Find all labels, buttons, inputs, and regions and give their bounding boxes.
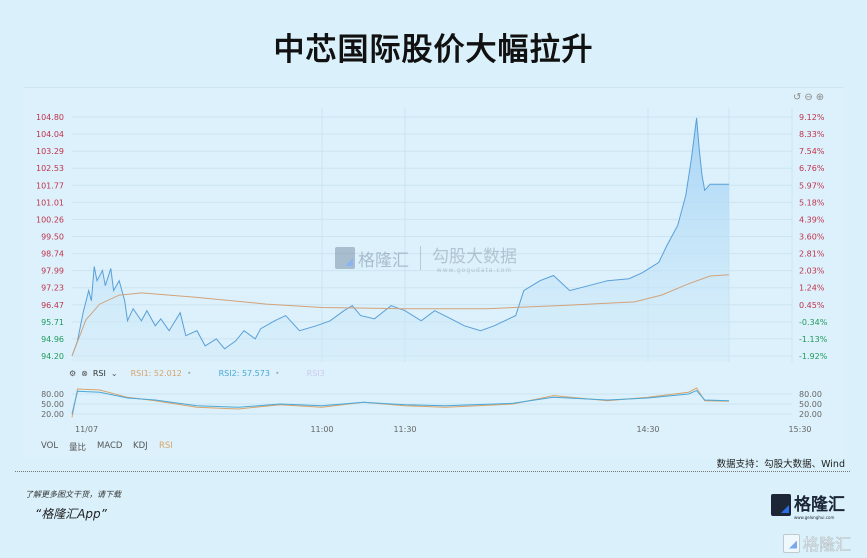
rsi-right-tick: 80.00 — [799, 390, 822, 399]
right-tick-label: 8.33% — [799, 130, 825, 139]
rsi-right-tick: 20.00 — [799, 410, 822, 419]
right-tick-label: 1.24% — [799, 284, 825, 293]
right-tick-label: 9.12% — [799, 113, 825, 122]
rsi1-dot-icon: • — [186, 369, 192, 378]
rsi1-label: RSI1: 52.012 — [130, 369, 182, 378]
right-tick-label: 0.45% — [799, 301, 825, 310]
zoom-out-icon[interactable]: ⊖ — [804, 92, 813, 103]
right-tick-label: -1.13% — [799, 335, 828, 344]
right-tick-label: 5.18% — [799, 198, 825, 207]
rsi2-line — [71, 389, 730, 415]
rsi-left-tick: 50.00 — [41, 400, 64, 409]
left-tick-label: 104.80 — [36, 113, 64, 122]
rsi-right-tick: 50.00 — [799, 400, 822, 409]
divider — [15, 471, 850, 472]
watermark-partner: 勾股大数据 — [432, 247, 517, 267]
page-title: 中芯国际股价大幅拉升 — [273, 32, 594, 68]
intraday-chart[interactable]: 104.80 9.12% 104.04 8.33% 103.29 7.54% 102.53 6… — [0, 0, 867, 470]
tab-kdj[interactable]: KDJ — [133, 441, 148, 451]
undo-icon[interactable]: ↺ — [793, 92, 802, 103]
rsi3-label: RSI3 — [306, 369, 325, 378]
watermark-partner-url: www.gogudata.com — [436, 267, 513, 274]
right-tick-label: -0.34% — [799, 318, 828, 327]
gelonghui-logo: 格隆汇 www.gelonghui.com — [771, 490, 845, 520]
corner-watermark: 格隆汇 — [782, 531, 852, 555]
left-tick-label: 97.23 — [41, 284, 64, 293]
right-tick-label: 2.81% — [799, 250, 825, 259]
gelonghui-logo-icon — [782, 533, 800, 553]
left-tick-label: 101.01 — [36, 198, 64, 207]
left-tick-label: 97.99 — [41, 267, 64, 276]
right-tick-label: 6.76% — [799, 164, 825, 173]
left-tick-label: 94.20 — [41, 352, 64, 361]
right-tick-label: -1.92% — [799, 352, 828, 361]
left-tick-label: 104.04 — [36, 130, 64, 139]
logo-url: www.gelonghui.com — [794, 515, 835, 520]
left-tick-label: 94.96 — [41, 335, 64, 344]
price-line — [71, 117, 729, 357]
left-tick-label: 96.47 — [41, 301, 64, 310]
right-tick-label: 5.97% — [799, 181, 825, 190]
x-tick-label: 11:00 — [310, 425, 333, 434]
x-tick-label: 11:30 — [393, 425, 416, 434]
close-icon[interactable]: ⊗ — [81, 369, 88, 378]
gelonghui-logo-icon — [335, 247, 355, 269]
app-name[interactable]: “格隆汇App” — [35, 507, 107, 521]
x-tick-label: 14:30 — [636, 425, 659, 434]
left-tick-label: 98.74 — [41, 250, 64, 259]
rsi-left-tick: 80.00 — [41, 390, 64, 399]
right-tick-label: 4.39% — [799, 215, 825, 224]
tab-vol[interactable]: VOL — [41, 441, 59, 451]
x-tick-label: 11/07 — [75, 425, 98, 434]
tab-macd[interactable]: MACD — [97, 441, 123, 451]
x-tick-label: 15:30 — [788, 425, 811, 434]
tab-rsi[interactable]: RSI — [159, 441, 173, 451]
left-tick-label: 95.71 — [41, 318, 64, 327]
gelonghui-logo-icon — [771, 494, 791, 516]
right-tick-label: 2.03% — [799, 267, 825, 276]
rsi2-label: RSI2: 57.573 — [218, 369, 270, 378]
left-tick-label: 99.50 — [41, 233, 64, 242]
corner-watermark-text: 格隆汇 — [802, 535, 852, 555]
watermark-divider — [420, 246, 421, 270]
price-area — [72, 117, 729, 363]
zoom-in-icon[interactable]: ⊕ — [815, 92, 825, 103]
rsi2-dot-icon: • — [274, 369, 280, 378]
left-tick-label: 101.77 — [36, 181, 64, 190]
right-tick-label: 3.60% — [799, 233, 825, 242]
settings-icon[interactable]: ⚙ — [69, 369, 77, 378]
watermark: 格隆汇 勾股大数据 www.gogudata.com — [335, 242, 517, 274]
rsi1-line — [71, 387, 730, 418]
rsi-legend: ⚙ ⊗ RSI ⌄ RSI1: 52.012 • RSI2: 57.573 • … — [69, 369, 325, 378]
left-tick-label: 102.53 — [36, 164, 64, 173]
watermark-brand: 格隆汇 — [358, 250, 409, 271]
left-tick-label: 103.29 — [36, 147, 64, 156]
logo-text: 格隆汇 — [794, 495, 845, 515]
chart-toolbar: ↺ ⊖ ⊕ — [793, 92, 824, 103]
indicator-name: RSI — [92, 369, 106, 378]
right-tick-label: 7.54% — [799, 147, 825, 156]
chevron-down-icon[interactable]: ⌄ — [110, 369, 118, 378]
promo-text: 了解更多图文干货，请下载 — [25, 490, 121, 499]
tab-volume-ratio[interactable]: 量比 — [69, 443, 87, 453]
data-source: 数据支持：勾股大数据、Wind — [716, 459, 845, 470]
rsi-left-tick: 20.00 — [41, 410, 64, 419]
average-price-line — [71, 274, 730, 357]
left-tick-label: 100.26 — [36, 215, 64, 224]
